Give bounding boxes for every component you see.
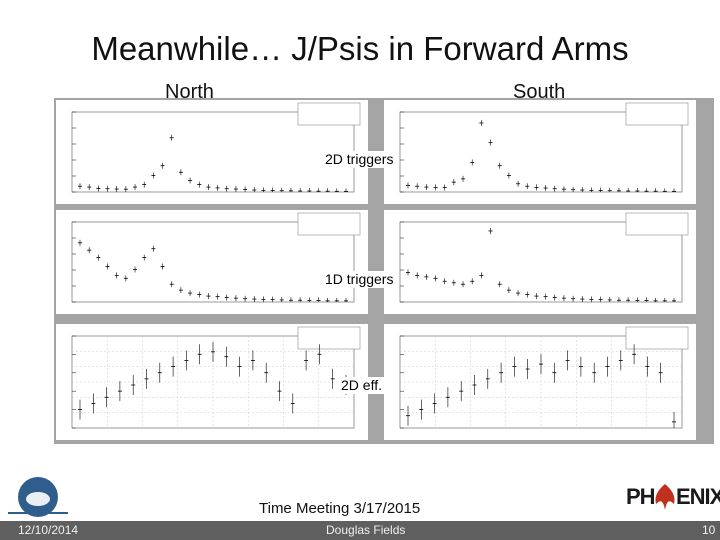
- logo-text-ph: PH: [626, 484, 656, 509]
- stats-box-north_1d: [297, 212, 361, 236]
- stats-box-north_eff: [297, 326, 361, 350]
- plot-area-south_1d: [399, 221, 683, 303]
- south-label: South: [513, 81, 566, 103]
- histogram-grid: [56, 100, 696, 440]
- meeting-info: Time Meeting 3/17/2015: [259, 500, 421, 517]
- footer-date: 12/10/2014: [18, 523, 79, 537]
- phenix-circle-logo: [2, 475, 74, 521]
- stats-box-south_eff: [625, 326, 689, 350]
- stats-box-north_2d: [297, 102, 361, 126]
- footer-bar: 12/10/2014 Douglas Fields 10: [0, 521, 720, 540]
- stats-box-south_2d: [625, 102, 689, 126]
- stats-box-south_1d: [625, 212, 689, 236]
- row-label-2d-triggers: 2D triggers: [323, 151, 396, 168]
- phoenix-bird-icon: [655, 484, 675, 510]
- row-label-1d-triggers: 1D triggers: [323, 271, 396, 288]
- slide-title: Meanwhile… J/Psis in Forward Arms: [91, 30, 629, 67]
- logo-text-enix: ENIX: [676, 484, 720, 509]
- phenix-wordmark-logo: PH ENIX: [624, 480, 720, 516]
- plot-area-south_2d: [399, 111, 683, 193]
- plot-area-north_1d: [71, 221, 355, 303]
- footer-page-number: 10: [702, 523, 716, 537]
- footer-author: Douglas Fields: [326, 523, 406, 537]
- north-label: North: [165, 81, 214, 103]
- row-label-2d-eff: 2D eff.: [339, 377, 384, 394]
